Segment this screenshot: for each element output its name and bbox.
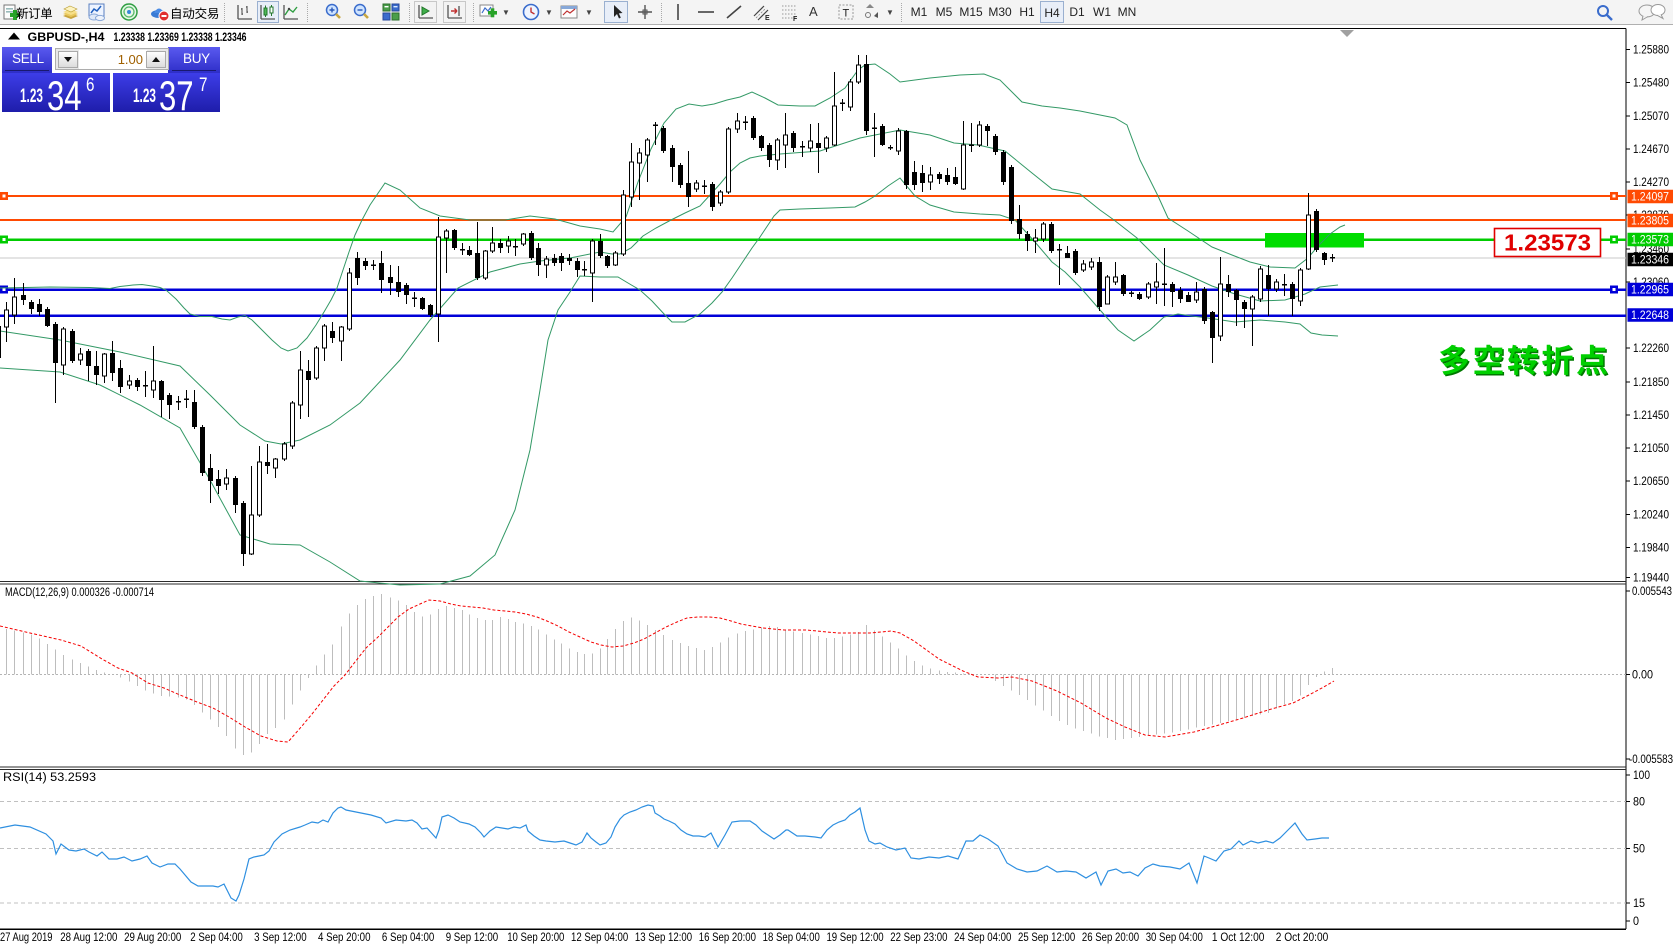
svg-text:1.21050: 1.21050	[1633, 443, 1669, 455]
svg-text:9 Sep 12:00: 9 Sep 12:00	[446, 932, 499, 944]
svg-text:1.25880: 1.25880	[1633, 44, 1669, 56]
svg-text:1.22965: 1.22965	[1631, 285, 1669, 297]
svg-text:1.24270: 1.24270	[1633, 177, 1669, 189]
svg-text:RSI(14) 53.2593: RSI(14) 53.2593	[3, 772, 96, 784]
svg-text:MACD(12,26,9) 0.000326 -0.0007: MACD(12,26,9) 0.000326 -0.000714	[5, 587, 154, 599]
svg-text:1.22260: 1.22260	[1633, 343, 1669, 355]
svg-text:80: 80	[1633, 797, 1645, 809]
svg-text:24 Sep 04:00: 24 Sep 04:00	[954, 932, 1011, 944]
svg-text:2 Oct 20:00: 2 Oct 20:00	[1276, 932, 1329, 944]
svg-text:1 Oct 12:00: 1 Oct 12:00	[1212, 932, 1265, 944]
svg-text:1.23805: 1.23805	[1631, 216, 1669, 228]
svg-text:GBPUSD-,H4: GBPUSD-,H4	[28, 32, 106, 44]
svg-text:16 Sep 20:00: 16 Sep 20:00	[699, 932, 756, 944]
svg-text:0: 0	[1633, 916, 1639, 928]
svg-text:1.23573: 1.23573	[1631, 235, 1669, 247]
svg-text:28 Aug 12:00: 28 Aug 12:00	[60, 932, 117, 944]
svg-text:30 Sep 04:00: 30 Sep 04:00	[1146, 932, 1203, 944]
svg-text:19 Sep 12:00: 19 Sep 12:00	[826, 932, 883, 944]
svg-text:0.005543: 0.005543	[1632, 586, 1672, 598]
svg-text:26 Sep 20:00: 26 Sep 20:00	[1082, 932, 1139, 944]
svg-text:100: 100	[1633, 770, 1650, 782]
svg-text:3 Sep 12:00: 3 Sep 12:00	[254, 932, 307, 944]
svg-text:15: 15	[1633, 898, 1645, 910]
svg-text:6 Sep 04:00: 6 Sep 04:00	[382, 932, 435, 944]
svg-text:1.23573: 1.23573	[1504, 230, 1591, 256]
svg-text:1.22648: 1.22648	[1631, 310, 1669, 322]
svg-text:18 Sep 04:00: 18 Sep 04:00	[763, 932, 820, 944]
svg-text:1.21450: 1.21450	[1633, 410, 1669, 422]
svg-text:50: 50	[1633, 844, 1645, 856]
svg-text:-0.005583: -0.005583	[1629, 754, 1673, 766]
svg-text:1.19840: 1.19840	[1633, 543, 1669, 555]
svg-text:4 Sep 20:00: 4 Sep 20:00	[318, 932, 371, 944]
svg-text:0.00: 0.00	[1632, 670, 1653, 682]
svg-text:10 Sep 20:00: 10 Sep 20:00	[507, 932, 564, 944]
svg-text:12 Sep 04:00: 12 Sep 04:00	[571, 932, 628, 944]
svg-text:1.23346: 1.23346	[1631, 255, 1669, 267]
svg-text:1.23338 1.23369 1.23338 1.2334: 1.23338 1.23369 1.23338 1.23346	[114, 32, 247, 44]
svg-text:1.20650: 1.20650	[1633, 476, 1669, 488]
svg-text:1.21850: 1.21850	[1633, 377, 1669, 389]
svg-text:T: T	[843, 8, 850, 20]
svg-text:1.24097: 1.24097	[1631, 192, 1669, 204]
svg-text:E: E	[765, 15, 770, 22]
svg-text:1.25070: 1.25070	[1633, 111, 1669, 123]
svg-text:25 Sep 12:00: 25 Sep 12:00	[1018, 932, 1075, 944]
svg-text:1.24670: 1.24670	[1633, 144, 1669, 156]
svg-text:22 Sep 23:00: 22 Sep 23:00	[890, 932, 947, 944]
svg-text:13 Sep 12:00: 13 Sep 12:00	[635, 932, 692, 944]
svg-text:2 Sep 04:00: 2 Sep 04:00	[190, 932, 243, 944]
svg-text:27 Aug 2019: 27 Aug 2019	[0, 932, 53, 944]
svg-text:29 Aug 20:00: 29 Aug 20:00	[124, 932, 181, 944]
svg-text:1.19440: 1.19440	[1633, 573, 1669, 585]
svg-text:1.20240: 1.20240	[1633, 510, 1669, 522]
svg-text:F: F	[793, 16, 798, 22]
svg-text:1.25480: 1.25480	[1633, 77, 1669, 89]
